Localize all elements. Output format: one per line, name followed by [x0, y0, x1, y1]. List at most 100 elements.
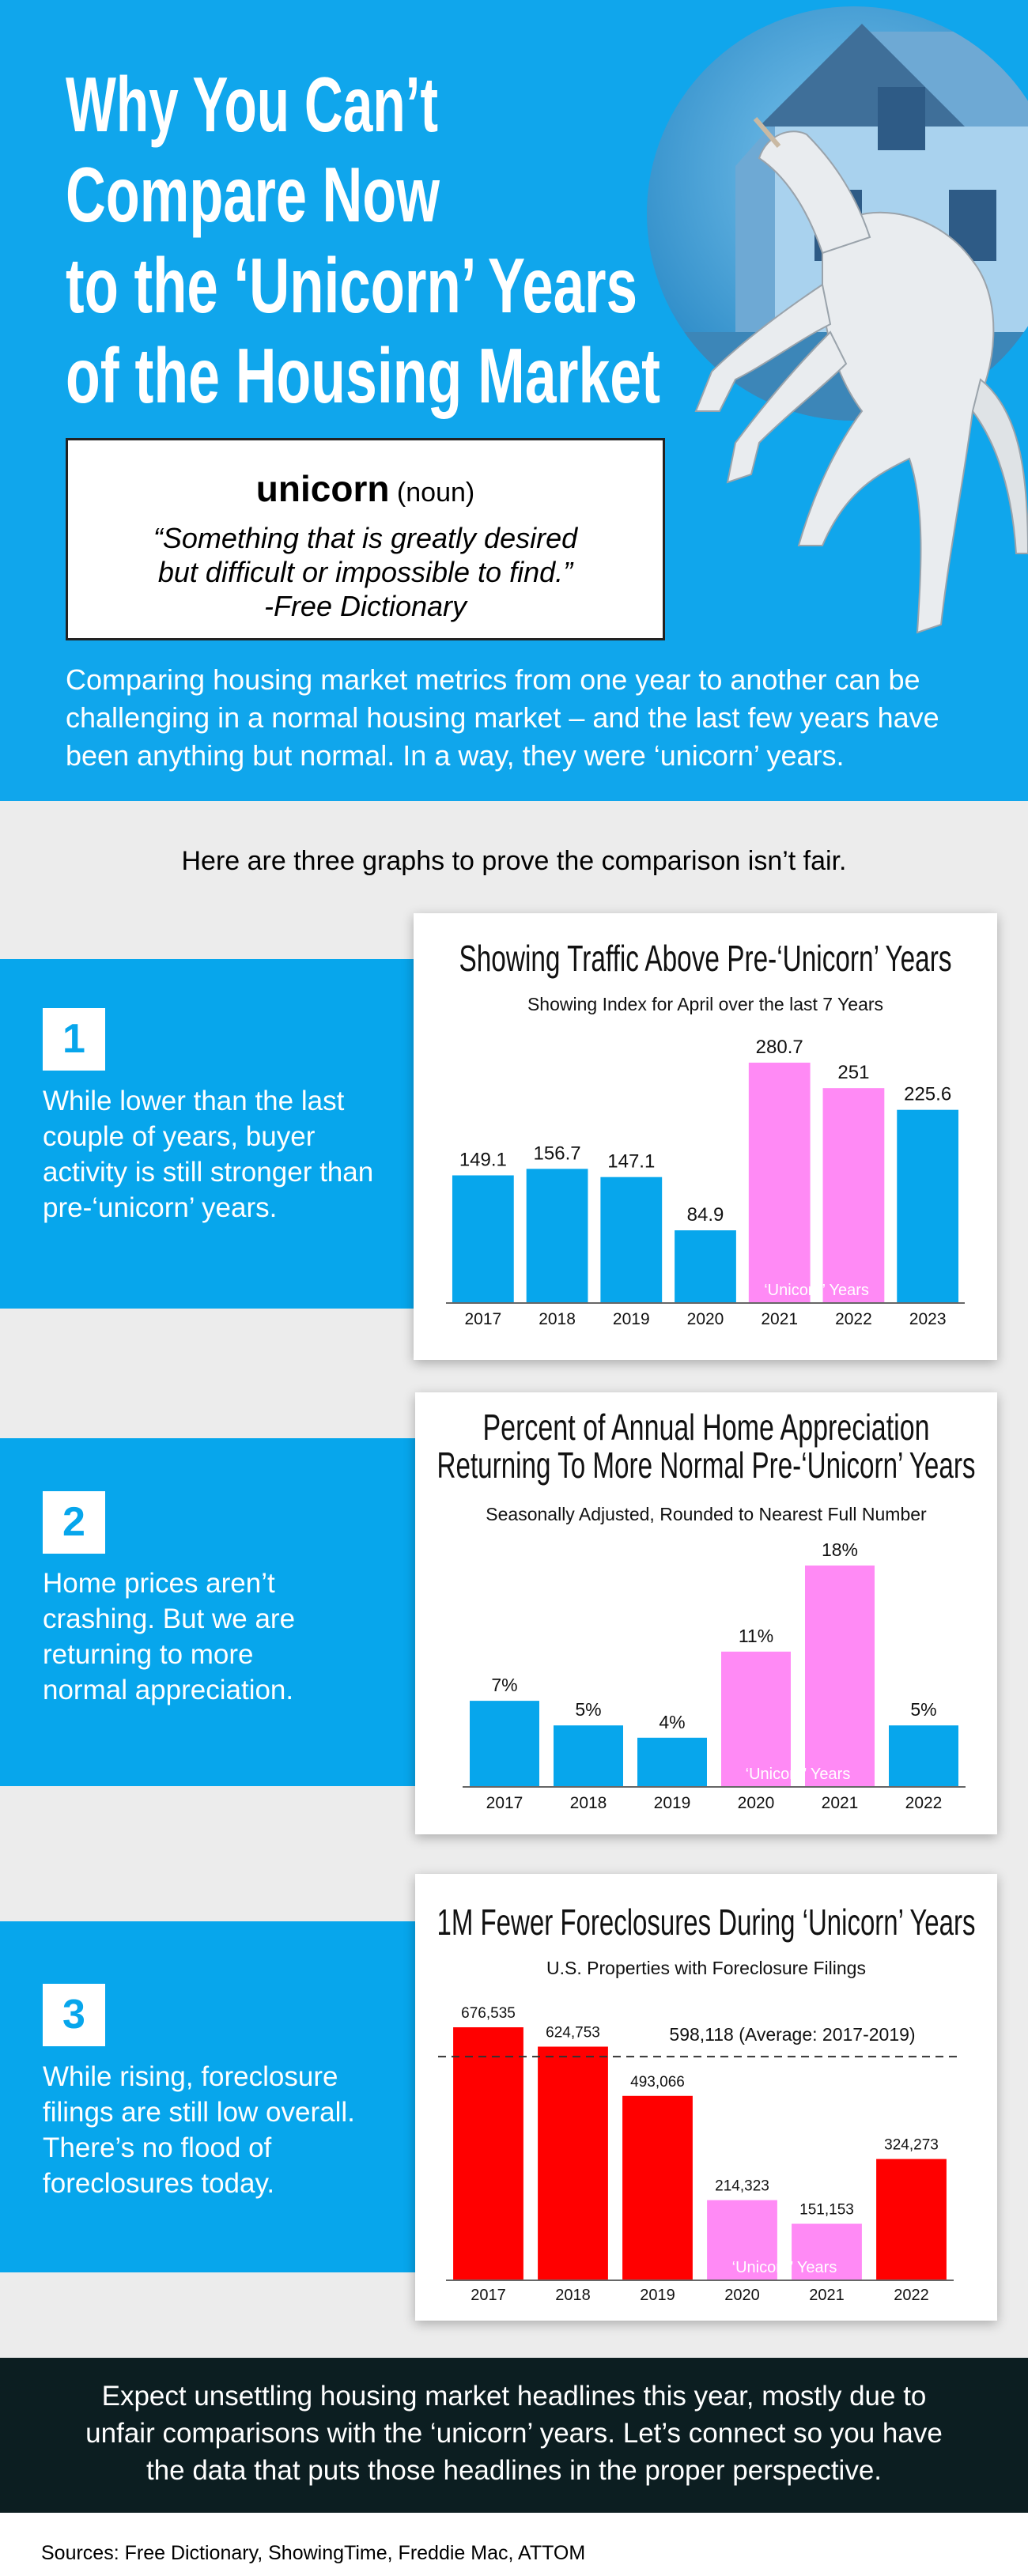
value-label: 84.9 — [687, 1204, 724, 1226]
bar — [805, 1566, 875, 1787]
chart-title: 1M Fewer Foreclosures During ‘Unicorn’ Y… — [437, 1902, 976, 1943]
value-label: 151,153 — [799, 2202, 854, 2219]
x-tick-label: 2021 — [761, 1310, 798, 1328]
definition-box: unicorn (noun) “Something that is greatl… — [66, 438, 665, 640]
x-tick-label: 2018 — [539, 1310, 576, 1328]
x-tick-label: 2019 — [640, 2287, 675, 2304]
lead-text: Here are three graphs to prove the compa… — [181, 846, 847, 876]
bar — [721, 1651, 791, 1787]
chart: 1M Fewer Foreclosures During ‘Unicorn’ Y… — [437, 1902, 976, 2304]
chart: Percent of Annual Home AppreciationRetur… — [437, 1407, 976, 1812]
bar — [554, 1725, 623, 1787]
bar — [897, 1109, 959, 1303]
value-label: 7% — [491, 1675, 517, 1695]
value-label: 5% — [575, 1699, 601, 1720]
x-tick-label: 2022 — [835, 1310, 872, 1328]
bar — [889, 1725, 958, 1787]
bar — [452, 1175, 514, 1303]
chart-card: Percent of Annual Home Appreciation Retur… — [415, 1392, 997, 1834]
x-tick-label: 2020 — [738, 1794, 775, 1812]
x-tick-label: 2017 — [464, 1310, 501, 1328]
header: Why You Can’t Compare Now to the ‘Unicorn’… — [0, 0, 1028, 801]
bar — [748, 1063, 811, 1303]
section-band — [0, 1921, 427, 2272]
chart-title: Showing Traffic Above Pre-‘Unicorn’ Year… — [459, 938, 952, 979]
reference-label: 598,118 (Average: 2017-2019) — [669, 2024, 915, 2045]
value-label: 5% — [910, 1699, 936, 1720]
chart-title: Returning To More Normal Pre-‘Unicorn’ Y… — [437, 1445, 976, 1486]
value-label: 280.7 — [756, 1037, 803, 1058]
chart-card: Showing Traffic Above Pre-‘Unicorn’ Year… — [414, 913, 997, 1360]
bar — [622, 2095, 693, 2280]
bar — [453, 2027, 523, 2280]
chart: Showing Traffic Above Pre-‘Unicorn’ Year… — [446, 938, 965, 1328]
section-number: 2 — [43, 1491, 105, 1554]
chart-title: Percent of Annual Home Appreciation — [483, 1407, 930, 1448]
x-tick-label: 2022 — [894, 2287, 929, 2304]
bar — [792, 2223, 862, 2280]
definition-source: -Free Dictionary — [263, 590, 467, 622]
x-tick-label: 2021 — [822, 1794, 859, 1812]
value-label: 493,066 — [630, 2074, 685, 2091]
annotation: ‘Unicorn’ Years — [732, 2259, 837, 2276]
bar — [637, 1737, 707, 1787]
x-tick-label: 2019 — [654, 1794, 691, 1812]
value-label: 676,535 — [461, 2005, 516, 2022]
section-text: While lower than the last couple of year… — [43, 1086, 374, 1223]
title-line: to the ‘Unicorn’ Years — [66, 242, 637, 329]
value-label: 147.1 — [607, 1151, 655, 1173]
definition-head: unicorn (noun) — [68, 467, 663, 510]
section-number: 1 — [43, 1008, 105, 1071]
chart-subtitle: Showing Index for April over the last 7 … — [527, 994, 883, 1014]
value-label: 11% — [739, 1626, 773, 1646]
value-label: 624,753 — [546, 2024, 600, 2041]
definition-word: unicorn — [255, 468, 390, 509]
closing-text: Expect unsettling housing market headlin… — [85, 2381, 943, 2486]
bar — [675, 1230, 736, 1303]
section-number: 3 — [43, 1984, 105, 2046]
chart-subtitle: Seasonally Adjusted, Rounded to Nearest … — [486, 1504, 927, 1524]
x-tick-label: 2020 — [724, 2287, 760, 2304]
value-label: 149.1 — [459, 1150, 507, 1171]
x-tick-label: 2023 — [909, 1310, 947, 1328]
value-label: 156.7 — [534, 1143, 581, 1164]
sources: Sources: Free Dictionary, ShowingTime, F… — [41, 2542, 586, 2564]
bar — [600, 1177, 663, 1303]
unicorn — [694, 117, 1028, 634]
value-label: 214,323 — [715, 2178, 769, 2195]
intro-text: Comparing housing market metrics from on… — [66, 663, 939, 772]
annotation: ‘Unicorn’ Years — [764, 1282, 869, 1299]
x-tick-label: 2020 — [687, 1310, 724, 1328]
definition-quote: “Something that is greatly desired but d… — [153, 522, 578, 588]
chart-card: 1M Fewer Foreclosures During ‘Unicorn’ Y… — [415, 1874, 997, 2321]
value-label: 4% — [659, 1712, 685, 1732]
part-of-speech: (noun) — [396, 478, 475, 508]
footer — [0, 2358, 1028, 2513]
x-tick-label: 2017 — [486, 1794, 523, 1812]
value-label: 18% — [822, 1539, 858, 1560]
x-tick-label: 2018 — [555, 2287, 591, 2304]
x-tick-label: 2017 — [471, 2287, 506, 2304]
section-text: Home prices aren’t crashing. But we are … — [43, 1568, 296, 1705]
annotation: ‘Unicorn’ Years — [746, 1766, 851, 1783]
chart-subtitle: U.S. Properties with Foreclosure Filings — [546, 1958, 866, 1978]
bar — [470, 1701, 539, 1787]
value-label: 324,273 — [884, 2137, 939, 2154]
x-tick-label: 2022 — [905, 1794, 943, 1812]
bar — [876, 2159, 947, 2280]
x-tick-label: 2019 — [613, 1310, 650, 1328]
x-tick-label: 2018 — [570, 1794, 607, 1812]
bar — [822, 1088, 885, 1303]
bar — [538, 2046, 608, 2280]
x-tick-label: 2021 — [809, 2287, 845, 2304]
bar — [707, 2200, 777, 2280]
bar — [526, 1169, 588, 1303]
title-line: Why You Can’t — [66, 61, 438, 148]
section-text: While rising, foreclosure filings are st… — [43, 2061, 355, 2199]
value-label: 225.6 — [904, 1084, 951, 1105]
title-line: Compare Now — [66, 151, 440, 238]
hero-art — [647, 6, 1028, 634]
title-line: of the Housing Market — [66, 332, 660, 419]
